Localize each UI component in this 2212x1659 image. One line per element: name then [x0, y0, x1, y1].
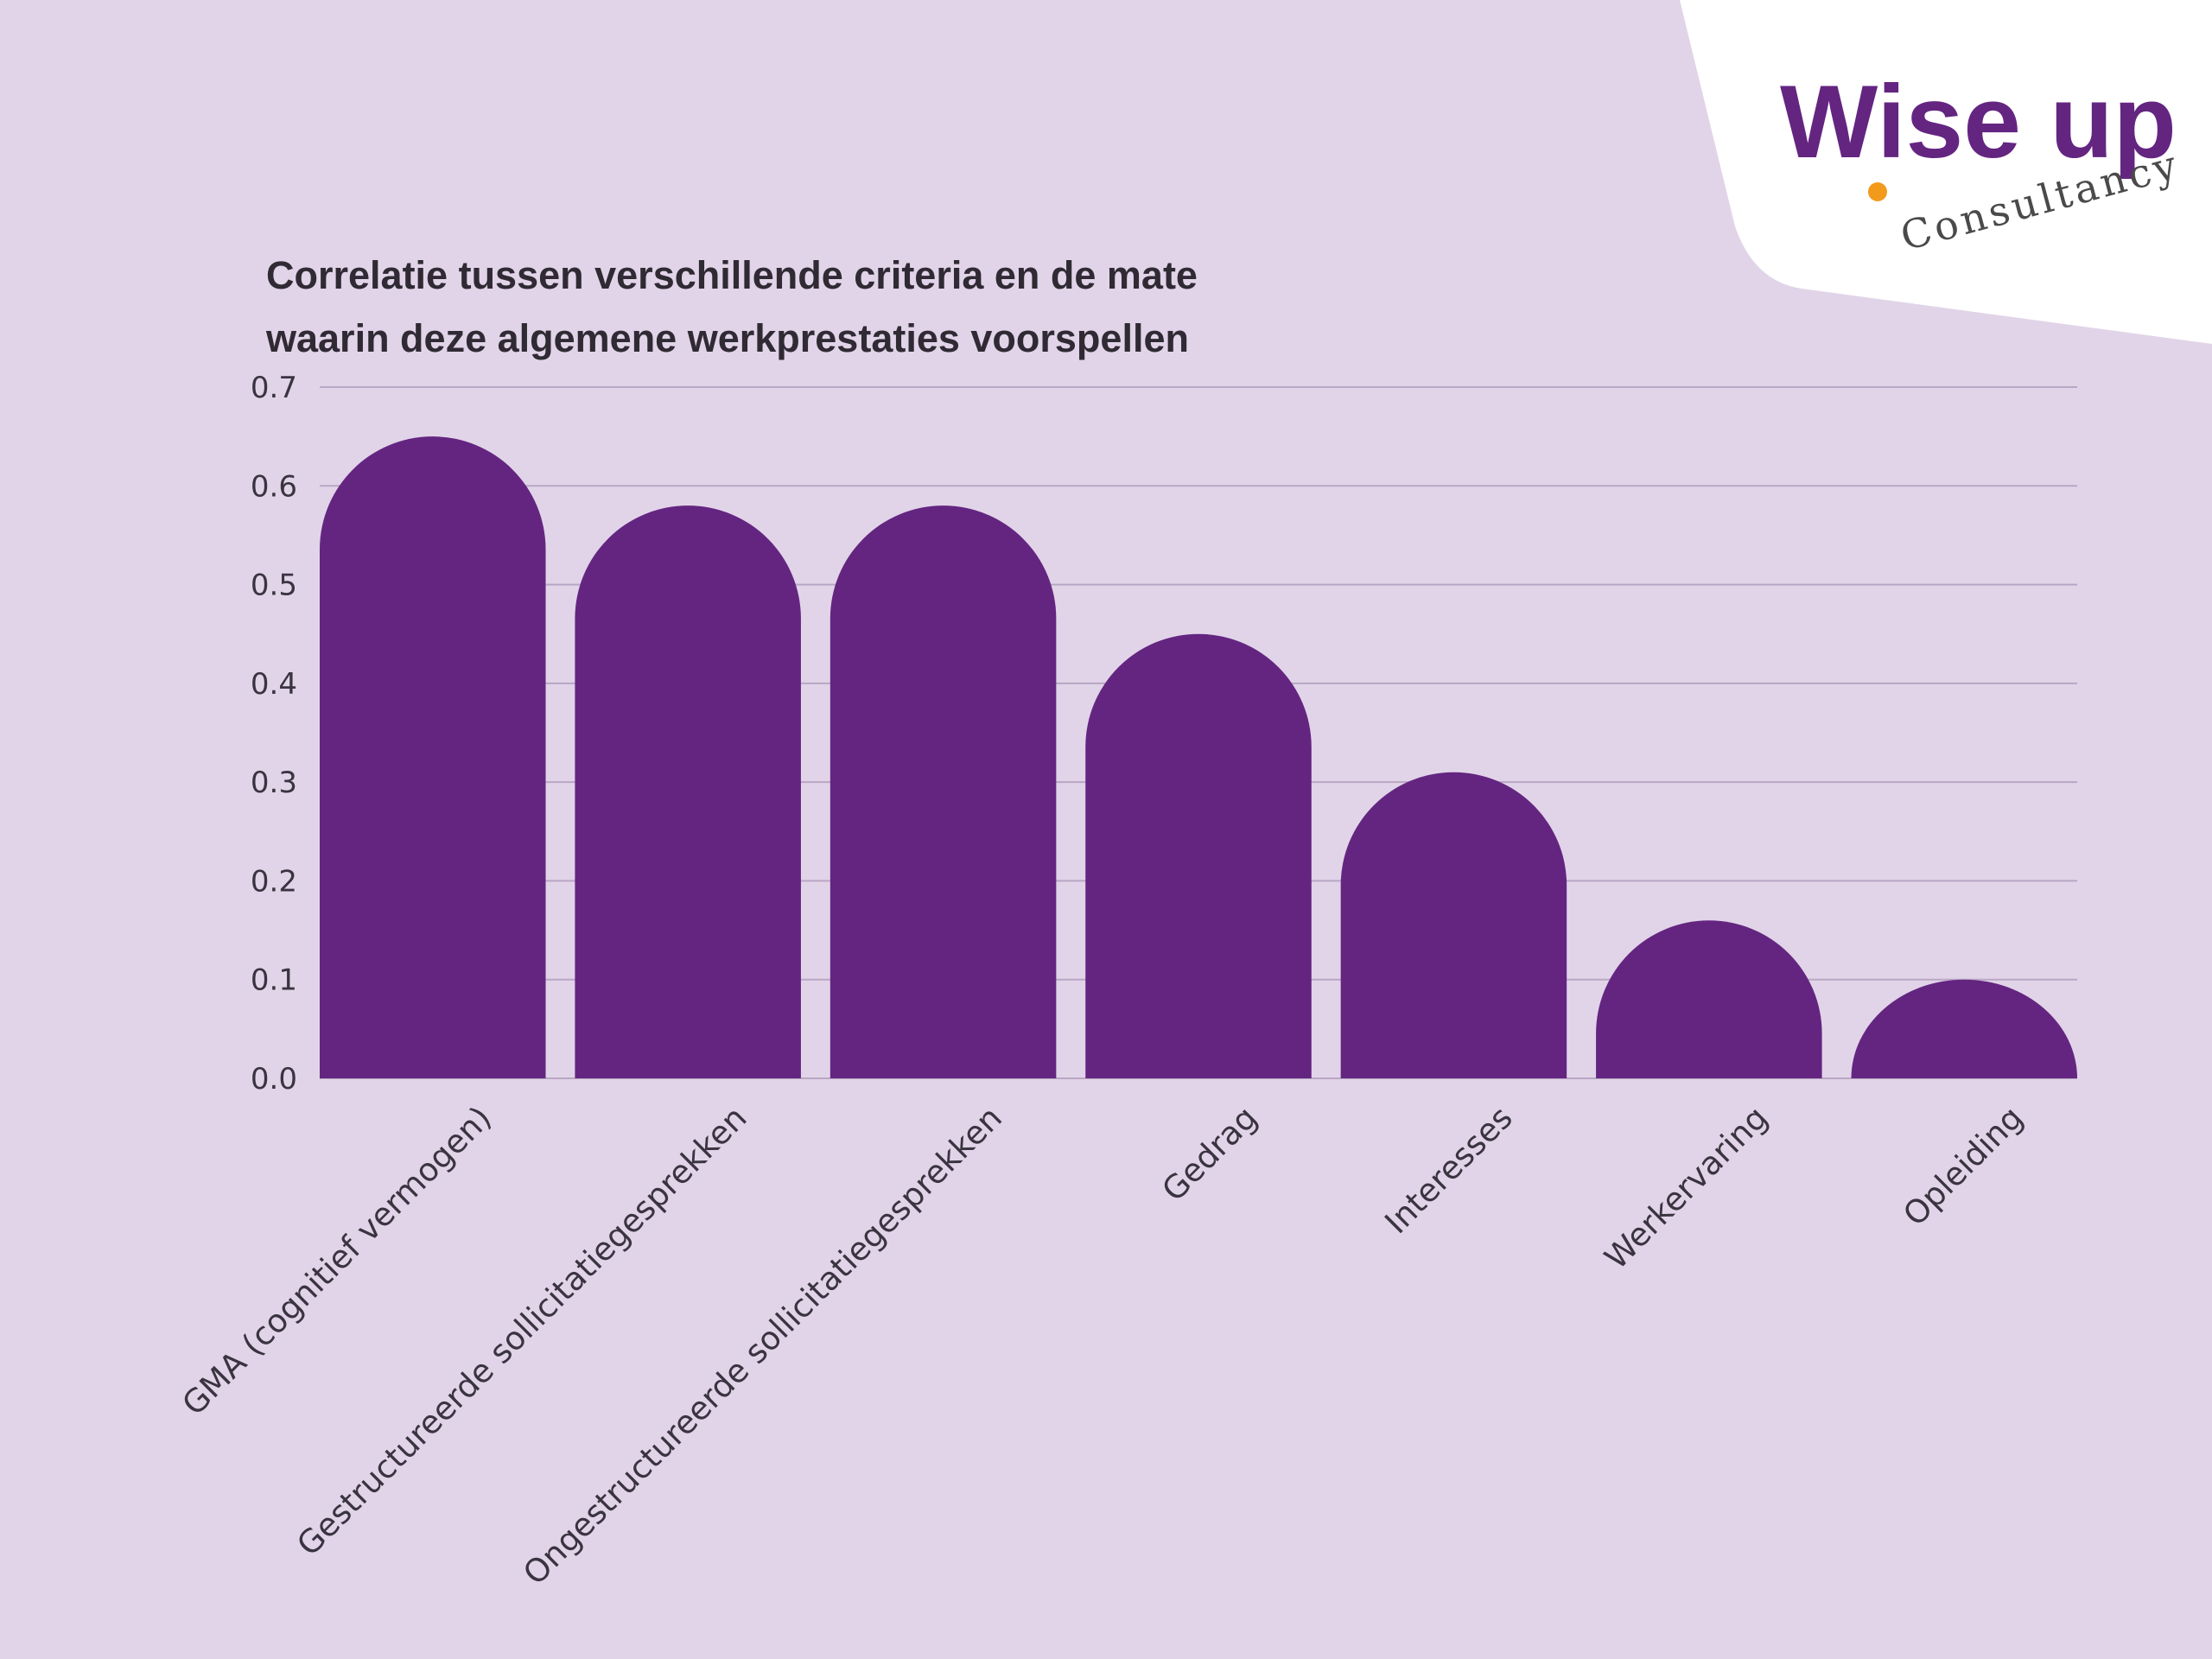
bar: [1340, 772, 1567, 1078]
bar: [320, 436, 546, 1078]
x-tick-label: Interesses: [1377, 1099, 1519, 1241]
y-tick-label: 0.5: [251, 569, 297, 603]
y-tick-label: 0.3: [251, 766, 297, 800]
x-axis: GMA (cognitief vermogen)Gestructureerde …: [175, 1099, 2031, 1592]
chart-title-line-1: Correlatie tussen verschillende criteria…: [266, 253, 1198, 297]
bars: [320, 436, 2077, 1078]
bar: [1596, 920, 1822, 1078]
logo-wordmark: Wise up: [1780, 64, 2177, 180]
y-tick-label: 0.4: [251, 667, 297, 702]
x-tick-label: Opleiding: [1896, 1099, 2030, 1233]
y-tick-label: 0.2: [251, 864, 297, 899]
y-tick-label: 0.7: [251, 371, 297, 405]
x-tick-label: Ongestructureerde sollicitatiegesprekken: [516, 1099, 1009, 1592]
y-axis: 0.0 0.1 0.2 0.3 0.4 0.5 0.6 0.7: [251, 371, 297, 1096]
y-tick-label: 0.1: [251, 963, 297, 998]
x-tick-label: Werkervaring: [1598, 1099, 1775, 1276]
x-tick-label: Gedrag: [1155, 1099, 1265, 1209]
bar: [830, 505, 1057, 1078]
y-tick-label: 0.0: [251, 1062, 297, 1096]
x-tick-label: Gestructureerde sollicitatiegesprekken: [289, 1099, 753, 1563]
logo-dot-icon: [1868, 182, 1887, 201]
x-tick-label: GMA (cognitief vermogen): [175, 1099, 499, 1423]
logo-panel: [1680, 0, 2212, 344]
bar: [1851, 979, 2077, 1078]
bar: [575, 505, 801, 1078]
y-tick-label: 0.6: [251, 469, 297, 504]
chart-title-line-2: waarin deze algemene werkprestaties voor…: [265, 316, 1189, 360]
bar: [1085, 633, 1312, 1078]
